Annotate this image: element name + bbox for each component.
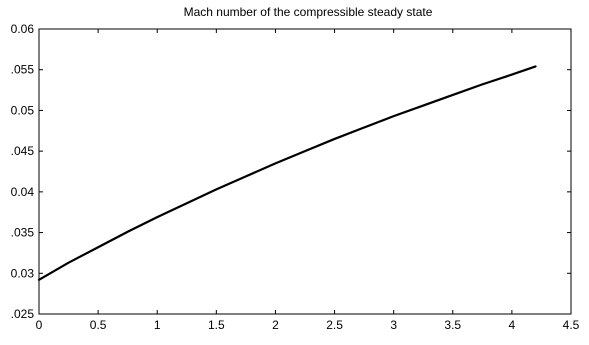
x-tick-label: 1 (154, 318, 161, 332)
y-tick-label: .025 (11, 307, 35, 321)
x-tick-label: 4.5 (563, 318, 580, 332)
chart-title: Mach number of the compressible steady s… (184, 5, 433, 19)
plot-area-frame (38, 28, 572, 315)
x-tick-label: 2.5 (326, 318, 343, 332)
x-tick-label: 0.5 (90, 318, 107, 332)
y-tick-label: 0.03 (11, 266, 35, 280)
y-tick-label: .055 (11, 63, 35, 77)
series-layer (37, 65, 537, 281)
x-axis: 0 0.5 1 1.5 2 2.5 3 3.5 4 4.5 (36, 29, 580, 332)
y-tick-label: .035 (11, 226, 35, 240)
x-tick-label: 4 (509, 318, 516, 332)
x-tick-label: 1.5 (208, 318, 225, 332)
x-tick-label: 2 (272, 318, 279, 332)
y-tick-label: .045 (11, 144, 35, 158)
y-tick-label: 0.04 (11, 185, 35, 199)
y-axis: .025 0.03 .035 0.04 .045 0.05 .055 0.06 (11, 22, 571, 321)
x-tick-label: 0 (36, 318, 43, 332)
x-tick-label: 3 (390, 318, 397, 332)
y-tick-label: 0.06 (11, 22, 35, 36)
series-line (37, 65, 537, 281)
y-tick-label: 0.05 (11, 103, 35, 117)
x-tick-label: 3.5 (444, 318, 461, 332)
